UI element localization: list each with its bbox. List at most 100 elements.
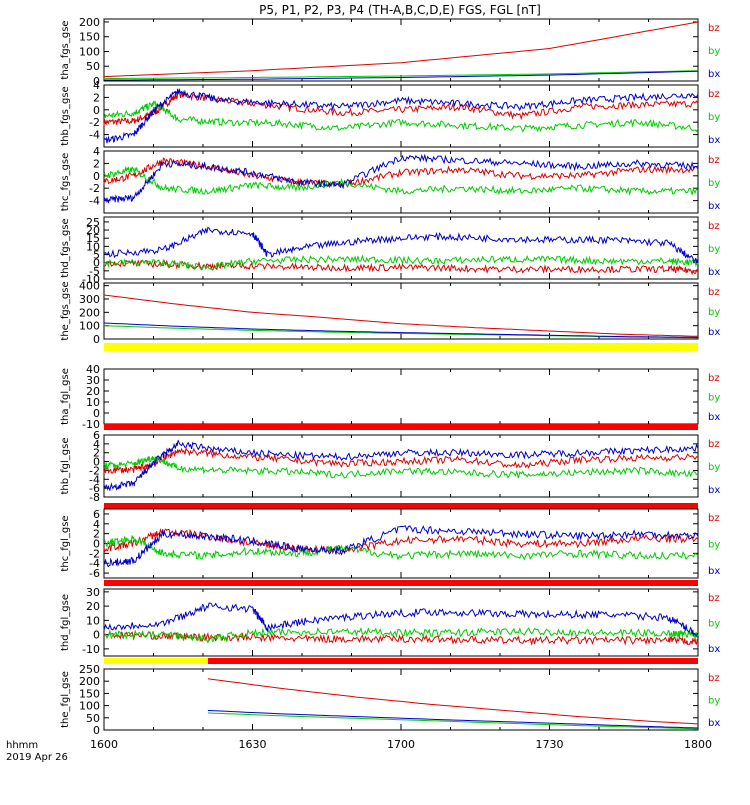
y-tick-label: 0 [93,333,100,346]
y-tick-label: 5 [93,249,100,262]
panel-frame [103,434,699,498]
series-line-bx [103,439,699,492]
series-line-by [103,100,699,133]
y-tick-label: -2 [89,464,100,477]
y-tick-label: 4 [93,145,100,158]
series-line-bx [103,322,699,338]
y-tick-label: 2 [93,528,100,541]
status-bar-segment [104,424,698,430]
y-tick-label: 150 [79,31,100,44]
legend-by: by [708,46,720,57]
y-tick-label: 10 [86,396,100,409]
panel-frame [103,508,699,579]
y-tick-label: -6 [89,482,100,495]
y-tick-label: 15 [86,232,100,245]
y-axis-label: thb_fgs_gse [60,86,71,145]
y-tick-label: -10 [82,273,100,286]
series-line-bz [103,21,699,78]
y-axis-label: thc_fgs_gse [60,153,71,212]
y-tick-label: 0 [93,407,100,420]
series-line-by [103,627,699,644]
series-line-by [103,535,699,561]
x-tick-label: 1700 [387,738,415,751]
status-bar-segment [207,658,698,664]
x-tick-label: 1630 [239,738,267,751]
legend-bz: bz [708,155,720,166]
legend-by: by [708,307,720,318]
panel-frame [103,368,699,425]
legend-bx: bx [708,135,720,146]
legend-bx: bx [708,327,720,338]
legend-by: by [708,393,720,404]
y-tick-label: 30 [86,374,100,387]
y-tick-label: 25 [86,216,100,229]
y-tick-label: -2 [89,182,100,195]
x-tick-label: 1800 [684,738,712,751]
y-tick-label: -4 [89,129,100,142]
y-tick-label: -2 [89,547,100,560]
status-bar-segment [104,580,698,586]
y-tick-label: 0 [93,170,100,183]
y-tick-label: -4 [89,195,100,208]
chart-title: P5, P1, P2, P3, P4 (TH-A,B,C,D,E) FGS, F… [259,3,541,17]
y-tick-label: 200 [79,16,100,29]
y-tick-label: 20 [86,600,100,613]
y-tick-label: -6 [89,567,100,580]
y-tick-label: 100 [79,700,100,713]
legend-bx: bx [708,485,720,496]
y-tick-label: 2 [93,447,100,460]
y-axis-label: tha_fgl_gse [60,368,71,425]
date-label: 2019 Apr 26 [6,752,68,763]
y-tick-label: 100 [79,320,100,333]
y-tick-label: 4 [93,79,100,92]
series-line-by [103,254,699,271]
status-bar-segment [104,503,698,509]
series-line-by [103,166,699,196]
y-tick-label: 4 [93,438,100,451]
y-tick-label: 6 [93,508,100,521]
legend-bz: bz [708,23,720,34]
y-tick-label: 100 [79,45,100,58]
legend-bx: bx [708,644,720,655]
status-bar-segment [104,343,698,351]
legend-bx: bx [708,718,720,729]
y-axis-label: tha_fgs_gse [60,20,71,79]
series-line-bx [103,525,699,568]
legend-bz: bz [708,673,720,684]
time-axis: 1600 1630 1700 1730 1800 [90,738,712,751]
legend-bx: bx [708,412,720,423]
legend-by: by [708,696,720,707]
panel-frame [103,588,699,657]
y-axis-label: thc_fgl_gse [60,515,71,571]
series-line-bz [207,678,699,725]
y-tick-label: 6 [93,429,100,442]
series-line-by [103,70,699,80]
y-tick-label: -5 [89,265,100,278]
series-line-bz [103,90,699,126]
y-tick-label: 0 [93,538,100,551]
legend-by: by [708,619,720,630]
legend-by: by [708,112,720,123]
y-tick-label: 0 [93,75,100,88]
y-axis-label: the_fgs_gse [60,281,71,340]
y-tick-label: 50 [86,712,100,725]
series-line-bx [103,70,699,81]
y-tick-label: -10 [82,643,100,656]
y-axis-label: thd_fgs_gse [60,218,71,277]
y-axis-label: thb_fgl_gse [60,438,71,495]
legend-by: by [708,244,720,255]
y-tick-label: 0 [93,257,100,270]
y-tick-label: 0 [93,724,100,737]
legend-by: by [708,178,720,189]
series-line-bx [103,153,698,204]
legend-bz: bz [708,221,720,232]
legend-bx: bx [708,201,720,212]
y-tick-label: 40 [86,363,100,376]
y-tick-label: 20 [86,224,100,237]
